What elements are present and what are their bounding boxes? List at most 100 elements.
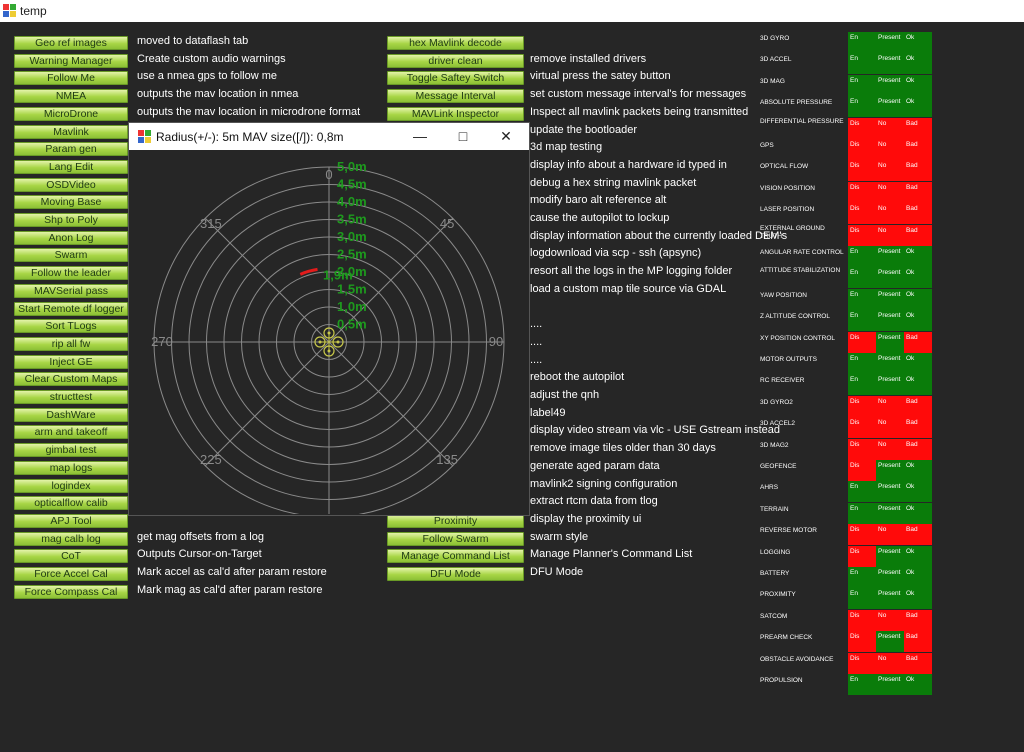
status-name: 3D ACCEL: [760, 56, 792, 64]
toggle-saftey-switch-button[interactable]: Toggle Saftey Switch: [387, 71, 524, 86]
status-present-cell: Present: [876, 353, 904, 374]
cot-button[interactable]: CoT: [14, 549, 128, 564]
bearing-label: 90: [489, 334, 503, 349]
status-name: ATTITUDE STABILIZATION: [760, 267, 841, 275]
status-present-cell: Present: [876, 588, 904, 610]
force-compass-cal-button[interactable]: Force Compass Cal: [14, 584, 128, 599]
status-present-cell: No: [876, 117, 904, 139]
radar-window-title: Radius(+/-): 5m MAV size([/]): 0,8m: [156, 130, 344, 144]
inject-ge-button[interactable]: Inject GE: [14, 354, 128, 369]
status-name: SATCOM: [760, 612, 788, 620]
status-row-angular-rate-control: ANGULAR RATE CONTROL En Present Ok: [760, 246, 932, 267]
status-row-vision-position: VISION POSITION Dis No Bad: [760, 181, 932, 203]
follow-me-button[interactable]: Follow Me: [14, 71, 128, 86]
minimize-button[interactable]: —: [413, 128, 427, 144]
status-name: 3D GYRO: [760, 35, 790, 42]
radar-spoke: [204, 341, 330, 467]
status-en-cell: Dis: [848, 139, 876, 160]
start-remote-df-logger-button[interactable]: Start Remote df logger: [14, 301, 128, 316]
message-interval-button[interactable]: Message Interval: [387, 89, 524, 104]
gimbal-test-button[interactable]: gimbal test: [14, 443, 128, 458]
bearing-label: 270: [151, 334, 173, 349]
proximity-radar-window[interactable]: Radius(+/-): 5m MAV size([/]): 0,8m — □ …: [128, 122, 530, 516]
status-present-cell: Present: [876, 502, 904, 524]
status-en-cell: En: [848, 502, 876, 524]
range-label: 4,5m: [337, 177, 367, 192]
status-row-yaw-position: YAW POSITION En Present Ok: [760, 288, 932, 310]
lang-edit-button[interactable]: Lang Edit: [14, 159, 128, 174]
status-present-cell: Present: [876, 374, 904, 396]
status-row-satcom: SATCOM Dis No Bad: [760, 609, 932, 631]
status-row-optical-flow: OPTICAL FLOW Dis No Bad: [760, 160, 932, 182]
status-name: RC RECEIVER: [760, 377, 805, 385]
status-en-cell: Dis: [848, 117, 876, 139]
status-name: 3D MAG: [760, 77, 785, 85]
status-en-cell: Dis: [848, 160, 876, 182]
status-en-cell: En: [848, 267, 876, 289]
status-en-cell: Dis: [848, 631, 876, 653]
status-name: LASER POSITION: [760, 206, 815, 214]
status-present-cell: No: [876, 160, 904, 182]
status-health-cell: Bad: [904, 524, 932, 546]
status-row-terrain: TERRAIN En Present Ok: [760, 502, 932, 524]
status-row-prearm-check: PREARM CHECK Dis Present Bad: [760, 631, 932, 653]
driver-clean-button[interactable]: driver clean: [387, 53, 524, 68]
microdrone-button[interactable]: MicroDrone: [14, 106, 128, 121]
status-row-external-ground-truth: EXTERNAL GROUND TRUTH Dis No Bad: [760, 224, 932, 246]
status-row-propulsion: PROPULSION En Present Ok: [760, 674, 932, 695]
status-row-motor-outputs: MOTOR OUTPUTS En Present Ok: [760, 353, 932, 374]
radar-plot: 0 45 90 135 225 270 315 5,0m 4,5m 4,0m 3,5m 3,0m 2,5…: [151, 159, 505, 514]
status-en-cell: Dis: [848, 545, 876, 567]
force-accel-cal-button[interactable]: Force Accel Cal: [14, 567, 128, 581]
opticalflow-calib-button[interactable]: opticalflow calib: [14, 496, 128, 511]
tool-description: Create custom audio warnings: [137, 52, 286, 65]
nmea-button[interactable]: NMEA: [14, 89, 128, 104]
bearing-label: 225: [200, 452, 222, 467]
shp-to-poly-button[interactable]: Shp to Poly: [14, 213, 128, 227]
param-gen-button[interactable]: Param gen: [14, 142, 128, 157]
osdvideo-button[interactable]: OSDVideo: [14, 177, 128, 192]
sort-tlogs-button[interactable]: Sort TLogs: [14, 319, 128, 334]
swarm-button[interactable]: Swarm: [14, 248, 128, 263]
radar-titlebar[interactable]: Radius(+/-): 5m MAV size([/]): 0,8m — □ …: [129, 123, 529, 150]
obstacle-detection-arc: [299, 267, 318, 276]
rip-all-fw-button[interactable]: rip all fw: [14, 336, 128, 351]
status-health-cell: Bad: [904, 160, 932, 182]
close-button[interactable]: ✕: [500, 128, 512, 144]
status-row-reverse-motor: REVERSE MOTOR Dis No Bad: [760, 524, 932, 546]
map-logs-button[interactable]: map logs: [14, 460, 128, 475]
radar-spoke: [204, 217, 330, 343]
tool-description: reboot the autopilot: [530, 371, 625, 384]
mavlink-inspector-button[interactable]: MAVLink Inspector: [387, 106, 524, 121]
moving-base-button[interactable]: Moving Base: [14, 195, 128, 210]
apj-tool-button[interactable]: APJ Tool: [14, 513, 128, 528]
follow-the-leader-button[interactable]: Follow the leader: [14, 266, 128, 281]
status-en-cell: Dis: [848, 395, 876, 417]
arm-and-takeoff-button[interactable]: arm and takeoff: [14, 425, 128, 440]
status-present-cell: Present: [876, 32, 904, 53]
maximize-button[interactable]: □: [458, 128, 468, 144]
mag-calb-log-button[interactable]: mag calb log: [14, 531, 128, 546]
clear-custom-maps-button[interactable]: Clear Custom Maps: [14, 372, 128, 387]
structtest-button[interactable]: structtest: [14, 390, 128, 404]
status-en-cell: Dis: [848, 652, 876, 674]
status-row-3d-accel2: 3D ACCEL2 Dis No Bad: [760, 417, 932, 439]
hex-mavlink-decode-button[interactable]: hex Mavlink decode: [387, 36, 524, 50]
status-name: MOTOR OUTPUTS: [760, 356, 817, 363]
status-row-3d-mag: 3D MAG En Present Ok: [760, 74, 932, 96]
follow-swarm-button[interactable]: Follow Swarm: [387, 531, 524, 546]
tool-description: outputs the mav location in nmea: [137, 88, 299, 101]
status-name: VISION POSITION: [760, 184, 815, 192]
status-en-cell: En: [848, 53, 876, 75]
mavlink-button[interactable]: Mavlink: [14, 124, 128, 139]
manage-command-list-button[interactable]: Manage Command List: [387, 549, 524, 564]
dashware-button[interactable]: DashWare: [14, 407, 128, 422]
anon-log-button[interactable]: Anon Log: [14, 230, 128, 245]
mavserial-pass-button[interactable]: MAVSerial pass: [14, 283, 128, 298]
status-en-cell: En: [848, 310, 876, 332]
status-name: YAW POSITION: [760, 291, 807, 299]
geo-ref-images-button[interactable]: Geo ref images: [14, 36, 128, 50]
warning-manager-button[interactable]: Warning Manager: [14, 53, 128, 68]
dfu-mode-button[interactable]: DFU Mode: [387, 567, 524, 581]
logindex-button[interactable]: logindex: [14, 478, 128, 493]
